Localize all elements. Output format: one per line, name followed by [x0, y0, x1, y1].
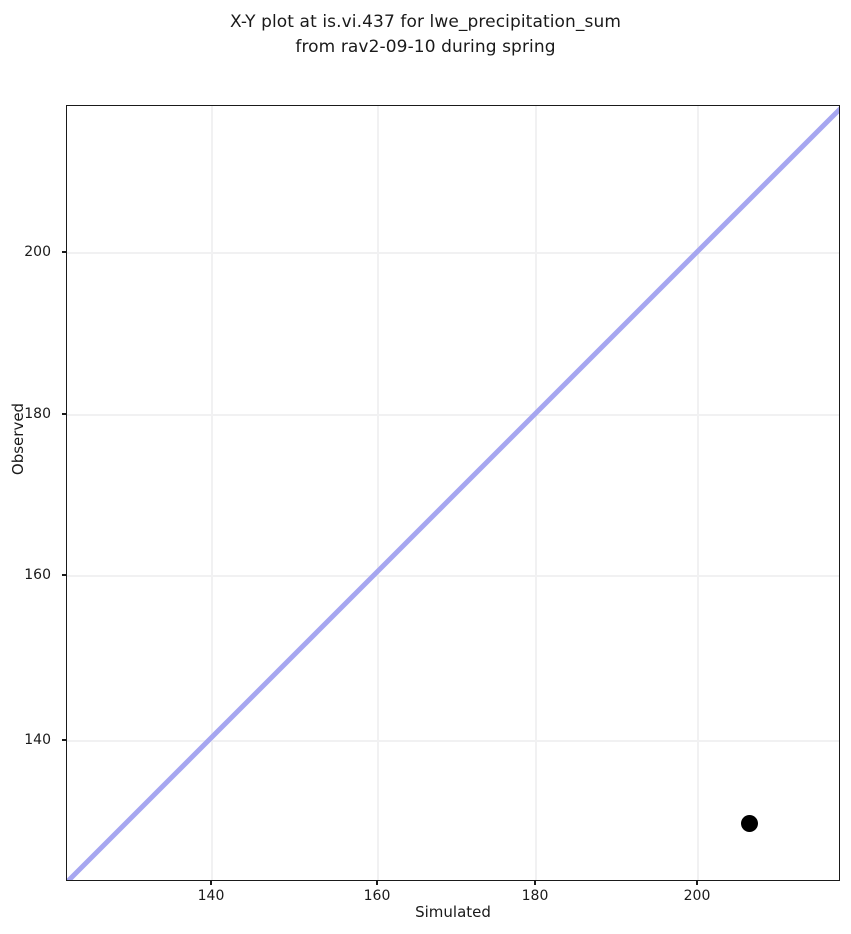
xtick-mark-180 — [534, 881, 536, 885]
plot-area[interactable] — [66, 105, 840, 881]
gridline-vertical-180 — [535, 106, 537, 880]
xtick-label-200: 200 — [683, 888, 711, 904]
xtick-mark-140 — [210, 881, 212, 885]
chart-title: X-Y plot at is.vi.437 for lwe_precipitat… — [229, 12, 622, 57]
data-point[interactable] — [741, 815, 758, 832]
xtick-label-160: 160 — [363, 888, 391, 904]
gridline-vertical-140 — [211, 106, 213, 880]
gridline-vertical-160 — [377, 106, 379, 880]
gridline-horizontal-140 — [67, 740, 839, 742]
xtick-mark-160 — [376, 881, 378, 885]
y-axis-label: Observed — [9, 402, 27, 476]
x-axis-label: Simulated — [415, 903, 491, 921]
gridline-vertical-200 — [697, 106, 699, 880]
ytick-mark-160 — [62, 574, 66, 576]
ytick-label-140: 140 — [24, 732, 51, 748]
xtick-label-180: 180 — [521, 888, 549, 904]
ytick-mark-200 — [62, 251, 66, 253]
ytick-mark-180 — [62, 413, 66, 415]
ytick-label-160: 160 — [24, 567, 51, 583]
ytick-label-180: 180 — [24, 406, 51, 422]
gridline-horizontal-200 — [67, 252, 839, 254]
gridline-horizontal-180 — [67, 414, 839, 416]
gridline-horizontal-160 — [67, 575, 839, 577]
one-to-one-line — [67, 106, 839, 880]
ytick-mark-140 — [62, 739, 66, 741]
xtick-mark-200 — [696, 881, 698, 885]
xtick-label-140: 140 — [197, 888, 225, 904]
ytick-label-200: 200 — [24, 244, 51, 260]
